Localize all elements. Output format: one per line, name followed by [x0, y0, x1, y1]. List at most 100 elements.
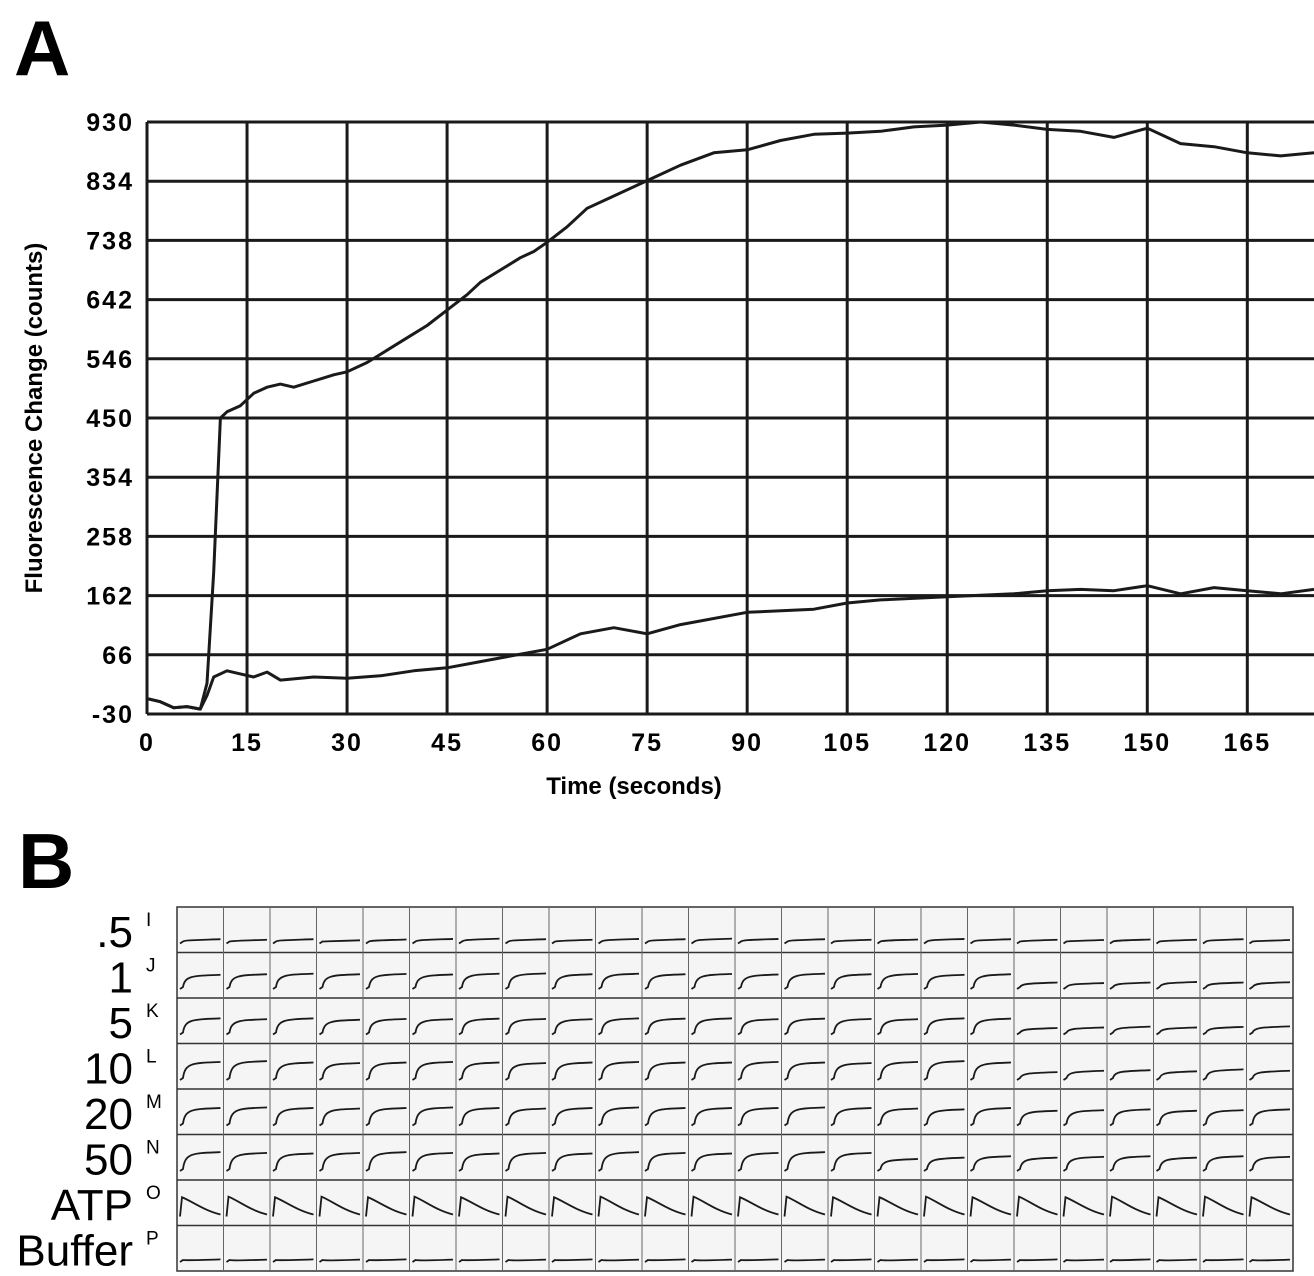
- mini-trace: [1156, 1026, 1198, 1036]
- mini-trace: [877, 1018, 919, 1036]
- mini-trace: [551, 1061, 593, 1081]
- mini-trace: [412, 1018, 454, 1036]
- x-tick-label: 90: [731, 729, 763, 757]
- mini-trace: [179, 938, 221, 945]
- y-tick-label: 546: [86, 346, 134, 374]
- mini-trace: [458, 1152, 500, 1172]
- mini-trace: [1016, 1195, 1058, 1217]
- chart-a: -30 66 162 258 354 450 546 642 738 834 930 0 15 30 45 6…: [21, 109, 1314, 800]
- mini-trace: [970, 1017, 1012, 1036]
- mini-trace: [412, 1106, 454, 1127]
- mini-trace: [272, 1061, 314, 1081]
- mini-trace: [691, 1017, 733, 1036]
- y-tick-label: 930: [86, 109, 134, 137]
- mini-trace: [505, 1152, 547, 1172]
- mini-trace: [458, 1107, 500, 1127]
- mini-trace: [365, 1151, 407, 1172]
- mini-trace: [179, 1195, 221, 1217]
- mini-trace: [505, 1062, 547, 1081]
- mini-trace: [319, 939, 361, 945]
- mini-trace: [504, 1195, 547, 1217]
- mini-trace: [1156, 1070, 1198, 1081]
- mini-trace: [691, 1107, 733, 1127]
- mini-trace: [551, 1258, 593, 1263]
- mini-trace: [365, 1107, 407, 1127]
- mini-trace: [877, 1107, 919, 1127]
- mini-trace: [598, 1106, 640, 1127]
- mini-trace: [272, 1017, 314, 1036]
- mini-trace: [272, 1258, 314, 1263]
- mini-trace: [784, 972, 826, 990]
- row-concentration-label: 1: [109, 953, 133, 1002]
- mini-trace: [876, 1195, 919, 1217]
- mini-trace: [1155, 1195, 1198, 1217]
- mini-trace: [923, 973, 965, 990]
- mini-trace: [1109, 1025, 1151, 1036]
- mini-trace: [1156, 1109, 1198, 1127]
- mini-trace: [319, 1152, 361, 1172]
- mini-trace: [783, 1195, 826, 1217]
- row-concentration-label: 20: [84, 1090, 133, 1139]
- mini-trace: [1202, 981, 1244, 990]
- mini-trace: [1202, 1155, 1244, 1172]
- mini-trace: [737, 973, 779, 990]
- panel-a-label: A: [14, 4, 70, 92]
- mini-trace: [551, 1195, 593, 1217]
- y-axis-title: Fluorescence Change (counts): [21, 243, 48, 594]
- mini-trace: [598, 938, 640, 945]
- mini-trace: [179, 973, 221, 990]
- mini-trace: [737, 938, 779, 945]
- mini-trace: [784, 1106, 826, 1127]
- mini-trace: [272, 1152, 314, 1172]
- row-letter-label: M: [146, 1092, 162, 1113]
- mini-trace: [690, 1195, 733, 1217]
- mini-trace: [923, 1060, 965, 1081]
- mini-trace: [1109, 1195, 1151, 1217]
- mini-trace: [226, 1060, 268, 1081]
- mini-trace: [877, 1158, 919, 1172]
- mini-trace: [1016, 1071, 1058, 1081]
- mini-trace: [784, 1258, 826, 1263]
- mini-trace: [1109, 938, 1151, 945]
- x-tick-label: 75: [631, 729, 663, 757]
- y-tick-label: 834: [86, 168, 134, 196]
- mini-trace: [830, 938, 872, 945]
- mini-trace: [1249, 1108, 1291, 1127]
- mini-trace: [551, 1152, 593, 1172]
- x-tick-label: 30: [331, 729, 363, 757]
- x-axis-title: Time (seconds): [546, 773, 722, 800]
- mini-trace: [1063, 939, 1105, 945]
- y-tick-label: 450: [86, 405, 134, 433]
- mini-trace: [1249, 939, 1291, 945]
- mini-trace: [877, 973, 919, 990]
- row-concentration-label: Buffer: [16, 1226, 133, 1275]
- mini-trace: [737, 1018, 779, 1036]
- mini-trace: [784, 938, 826, 945]
- x-tick-label: 135: [1023, 729, 1071, 757]
- mini-trace: [319, 1018, 361, 1036]
- row-letter-label: J: [146, 955, 156, 976]
- mini-trace: [923, 1017, 965, 1036]
- mini-trace: [644, 938, 686, 945]
- mini-trace: [830, 1018, 872, 1036]
- mini-trace: [644, 1061, 686, 1081]
- mini-trace: [737, 1061, 779, 1081]
- mini-trace: [830, 1258, 872, 1263]
- mini-trace: [1202, 1195, 1244, 1217]
- y-tick-label: 258: [86, 523, 134, 551]
- mini-trace: [923, 1108, 965, 1127]
- mini-trace: [923, 1156, 965, 1172]
- mini-trace: [1249, 1069, 1291, 1081]
- mini-trace: [551, 938, 593, 945]
- mini-trace: [969, 1195, 1012, 1217]
- mini-trace: [1063, 1258, 1105, 1263]
- mini-trace: [830, 1195, 872, 1217]
- mini-trace: [179, 1107, 221, 1127]
- mini-trace: [179, 1258, 221, 1263]
- mini-trace: [691, 937, 733, 945]
- mini-trace: [1202, 1026, 1244, 1036]
- mini-trace: [923, 1258, 965, 1263]
- mini-trace: [365, 1061, 407, 1081]
- mini-trace: [1063, 1109, 1105, 1127]
- mini-trace: [737, 1107, 779, 1127]
